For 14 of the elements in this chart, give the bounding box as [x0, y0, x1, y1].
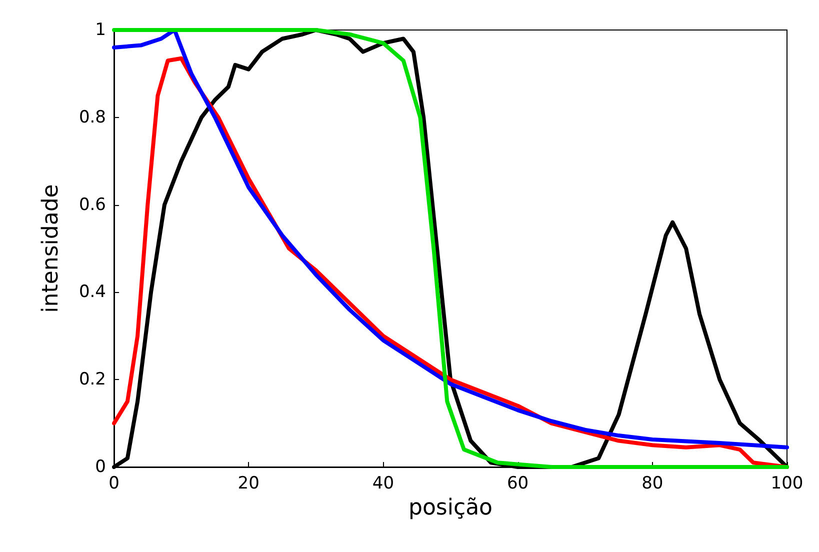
y-tick-label: 1 [95, 20, 106, 40]
y-axis-title: intensidade [38, 184, 64, 313]
y-tick-label: 0.8 [78, 107, 106, 128]
x-tick-label: 80 [642, 474, 664, 494]
x-tick-label: 60 [506, 474, 529, 494]
x-tick-label: 100 [770, 474, 804, 494]
y-tick-label: 0.4 [78, 282, 106, 302]
y-tick-label: 0 [95, 457, 106, 477]
x-tick-label: 20 [238, 474, 260, 494]
x-axis-title: posição [408, 496, 493, 520]
y-tick-label: 0.6 [78, 194, 106, 215]
x-tick-label: 0 [108, 474, 120, 494]
x-tick-label: 40 [372, 474, 394, 494]
y-tick-label: 0.2 [78, 370, 106, 390]
